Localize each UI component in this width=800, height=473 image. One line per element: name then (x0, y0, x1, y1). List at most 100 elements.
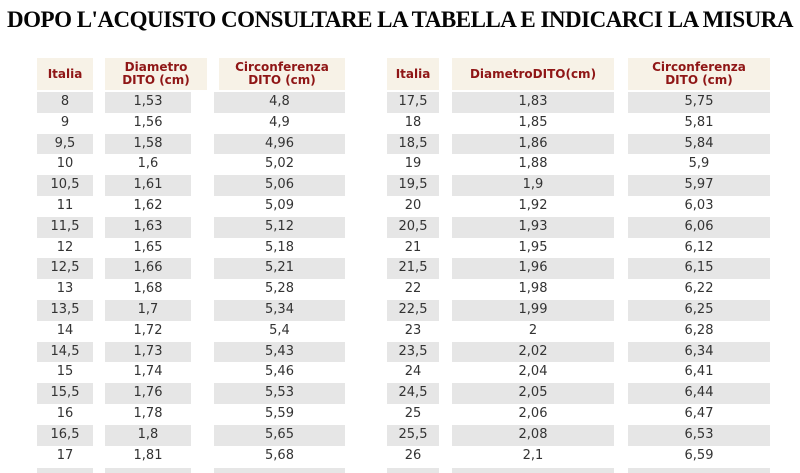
column-gap (439, 404, 452, 425)
column-gap (191, 321, 214, 342)
header-italia: Italia (387, 58, 439, 90)
table-row: 20 1,92 6,03 (387, 195, 770, 217)
column-gap (93, 217, 105, 238)
column-gap (439, 58, 452, 90)
italia-size-cell: 14,5 (37, 341, 93, 363)
column-gap (93, 279, 105, 300)
column-gap (439, 383, 452, 404)
italia-size-cell: 12 (37, 237, 93, 259)
diametro-cell: 2,1 (452, 445, 614, 467)
column-gap (439, 113, 452, 134)
italia-size-cell: 21,5 (387, 258, 439, 280)
header-circonferenza-dito: Circonferenza DITO (cm) (628, 58, 770, 90)
diametro-cell: 2,04 (452, 362, 614, 384)
italia-size-cell: 23,5 (387, 341, 439, 363)
italia-size-cell: 13,5 (37, 299, 93, 321)
table-row: 21,5 1,96 6,15 (387, 258, 770, 280)
circonferenza-cell: 6,28 (628, 320, 770, 342)
table-row: 26 2,1 6,59 (387, 445, 770, 467)
column-gap (191, 134, 214, 155)
header-italia: Italia (37, 58, 93, 90)
italia-size-cell: 24,5 (387, 383, 439, 404)
italia-size-cell: 15,5 (37, 383, 93, 404)
table-row: 17,5 1,83 5,75 (387, 92, 770, 113)
diametro-cell: 1,86 (452, 133, 614, 155)
column-gap (93, 58, 105, 90)
diametro-cell: 2,08 (452, 424, 614, 446)
column-gap (439, 154, 452, 175)
diametro-cell: 1,66 (105, 258, 191, 280)
table-row: 10,5 1,61 5,06 (37, 175, 345, 196)
column-gap (614, 446, 628, 467)
diametro-cell: 1,8 (105, 424, 191, 446)
diametro-cell: 1,85 (452, 112, 614, 134)
column-gap (614, 113, 628, 134)
column-gap (93, 92, 105, 113)
circonferenza-cell: 6,12 (628, 237, 770, 259)
column-gap (191, 342, 214, 363)
diametro-cell: 1,88 (452, 154, 614, 176)
italia-size-cell: 17,5 (387, 92, 439, 113)
column-gap (191, 154, 214, 175)
column-gap (93, 300, 105, 321)
circonferenza-cell: 6,47 (628, 403, 770, 425)
table-row: 8 1,53 4,8 (37, 92, 345, 113)
italia-size-cell: 22 (387, 279, 439, 300)
circonferenza-cell: 5,43 (214, 341, 345, 363)
column-gap (93, 196, 105, 217)
diametro-cell: 1,73 (105, 341, 191, 363)
column-gap (439, 342, 452, 363)
column-gap (93, 154, 105, 175)
italia-size-cell: 24 (387, 362, 439, 384)
table-body: 17,5 1,83 5,75 18 1,85 5,81 18,5 1,86 5,84 19 1,88… (387, 92, 770, 467)
ring-size-table-left: Italia Diametro DITO (cm) Circonferenza DI… (37, 58, 345, 473)
column-gap (614, 383, 628, 404)
column-gap (191, 362, 214, 383)
column-gap (93, 175, 105, 196)
column-gap (93, 404, 105, 425)
table-row: 15,5 1,76 5,53 (37, 383, 345, 404)
partial-cropped-row (37, 468, 345, 473)
circonferenza-cell: 5,21 (214, 258, 345, 280)
column-gap (439, 446, 452, 467)
table-row: 22 1,98 6,22 (387, 279, 770, 300)
table-row: 25,5 2,08 6,53 (387, 424, 770, 446)
column-gap (614, 362, 628, 383)
column-gap (614, 258, 628, 279)
italia-size-cell: 22,5 (387, 299, 439, 321)
italia-size-cell: 19,5 (387, 175, 439, 196)
table-row: 12,5 1,66 5,21 (37, 258, 345, 280)
italia-size-cell: 21 (387, 237, 439, 259)
italia-size-cell: 10 (37, 154, 93, 176)
circonferenza-cell: 5,06 (214, 175, 345, 196)
circonferenza-cell: 6,44 (628, 383, 770, 404)
table-row: 24,5 2,05 6,44 (387, 383, 770, 404)
column-gap (614, 300, 628, 321)
column-gap (614, 238, 628, 259)
column-gap (439, 362, 452, 383)
table-row: 24 2,04 6,41 (387, 362, 770, 384)
column-gap (614, 321, 628, 342)
table-row: 14,5 1,73 5,43 (37, 341, 345, 363)
header-circonferenza-dito: Circonferenza DITO (cm) (219, 58, 345, 90)
circonferenza-cell: 6,03 (628, 195, 770, 217)
table-row: 23 2 6,28 (387, 320, 770, 342)
table-row: 25 2,06 6,47 (387, 403, 770, 425)
circonferenza-cell: 5,4 (214, 320, 345, 342)
circonferenza-cell: 6,15 (628, 258, 770, 280)
diametro-cell: 1,98 (452, 279, 614, 300)
column-gap (191, 404, 214, 425)
header-diametro-dito: DiametroDITO(cm) (452, 58, 614, 90)
diametro-cell: 1,99 (452, 299, 614, 321)
circonferenza-cell: 5,53 (214, 383, 345, 404)
italia-size-cell: 25 (387, 403, 439, 425)
diametro-cell: 1,92 (452, 195, 614, 217)
column-gap (191, 175, 214, 196)
table-row: 14 1,72 5,4 (37, 320, 345, 342)
column-gap (439, 279, 452, 300)
diametro-cell: 1,56 (105, 112, 191, 134)
table-row: 21 1,95 6,12 (387, 237, 770, 259)
table-row: 18,5 1,86 5,84 (387, 133, 770, 155)
table-row: 12 1,65 5,18 (37, 237, 345, 259)
circonferenza-cell: 5,02 (214, 154, 345, 176)
